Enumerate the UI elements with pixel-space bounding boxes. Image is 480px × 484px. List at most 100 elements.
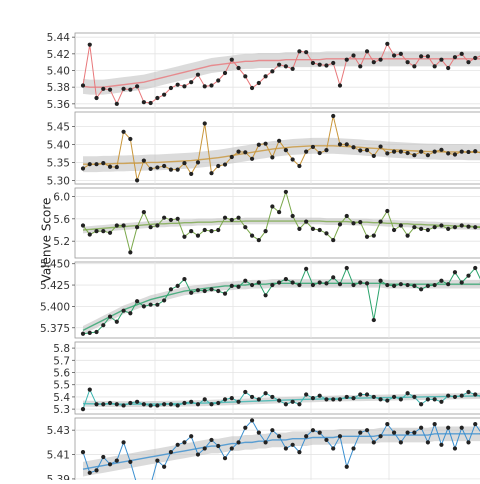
- data-point: [331, 275, 335, 279]
- data-point: [115, 402, 119, 406]
- data-point: [223, 456, 227, 460]
- data-point: [94, 330, 98, 334]
- data-point: [270, 204, 274, 208]
- data-point: [399, 223, 403, 227]
- data-point: [94, 468, 98, 472]
- data-point: [250, 395, 254, 399]
- data-point: [324, 438, 328, 442]
- data-point: [399, 397, 403, 401]
- data-point: [460, 280, 464, 284]
- data-point: [142, 100, 146, 104]
- data-point: [203, 446, 207, 450]
- data-point: [216, 164, 220, 168]
- data-point: [277, 210, 281, 214]
- data-point: [128, 311, 132, 315]
- data-point: [257, 431, 261, 435]
- data-point: [345, 214, 349, 218]
- panel-2: 5.305.355.405.45: [47, 112, 480, 187]
- data-point: [81, 407, 85, 411]
- data-point: [94, 96, 98, 100]
- data-point: [257, 238, 261, 242]
- data-point: [243, 279, 247, 283]
- data-point: [446, 426, 450, 430]
- data-point: [378, 279, 382, 283]
- y-tick-label: 5.6: [53, 214, 70, 226]
- data-point: [176, 83, 180, 87]
- data-point: [250, 157, 254, 161]
- data-point: [291, 214, 295, 218]
- data-point: [318, 280, 322, 284]
- data-point: [230, 396, 234, 400]
- data-point: [277, 398, 281, 402]
- data-point: [189, 80, 193, 84]
- data-point: [223, 71, 227, 75]
- data-point: [115, 102, 119, 106]
- data-point: [345, 58, 349, 62]
- data-point: [385, 398, 389, 402]
- data-point: [81, 166, 85, 170]
- data-point: [324, 148, 328, 152]
- data-point: [304, 434, 308, 438]
- data-point: [433, 397, 437, 401]
- data-point: [318, 63, 322, 67]
- data-point: [372, 234, 376, 238]
- data-point: [345, 395, 349, 399]
- data-point: [331, 61, 335, 65]
- data-point: [473, 149, 477, 153]
- data-point: [176, 168, 180, 172]
- data-point: [257, 280, 261, 284]
- data-point: [81, 332, 85, 336]
- data-point: [277, 434, 281, 438]
- y-tick-label: 5.43: [47, 425, 70, 437]
- data-point: [473, 266, 477, 270]
- data-point: [236, 440, 240, 444]
- data-point: [230, 446, 234, 450]
- data-point: [446, 282, 450, 286]
- y-tick-label: 5.8: [53, 343, 70, 355]
- data-point: [223, 291, 227, 295]
- data-point: [406, 60, 410, 64]
- data-point: [121, 309, 125, 313]
- data-point: [243, 225, 247, 229]
- data-point: [108, 462, 112, 466]
- data-point: [149, 303, 153, 307]
- data-point: [176, 443, 180, 447]
- data-point: [460, 150, 464, 154]
- data-point: [460, 52, 464, 56]
- data-point: [94, 162, 98, 166]
- data-point: [453, 270, 457, 274]
- data-point: [189, 400, 193, 404]
- data-point: [412, 431, 416, 435]
- y-tick-label: 5.38: [47, 82, 70, 94]
- data-point: [385, 151, 389, 155]
- data-point: [196, 402, 200, 406]
- data-point: [385, 42, 389, 46]
- data-point: [318, 431, 322, 435]
- data-point: [324, 63, 328, 67]
- data-point: [378, 397, 382, 401]
- y-tick-label: 5.44: [47, 32, 71, 44]
- data-point: [189, 172, 193, 176]
- data-point: [162, 465, 166, 469]
- data-point: [304, 267, 308, 271]
- data-point: [230, 218, 234, 222]
- data-point: [169, 287, 173, 291]
- data-point: [426, 54, 430, 58]
- data-point: [155, 403, 159, 407]
- data-point: [446, 66, 450, 70]
- data-point: [243, 150, 247, 154]
- data-point: [101, 402, 105, 406]
- data-point: [169, 402, 173, 406]
- data-point: [473, 392, 477, 396]
- data-point: [230, 284, 234, 288]
- data-point: [257, 143, 261, 147]
- data-point: [433, 283, 437, 287]
- data-point: [162, 402, 166, 406]
- data-point: [101, 87, 105, 91]
- data-point: [453, 446, 457, 450]
- data-point: [128, 401, 132, 405]
- y-tick-label: 5.39: [47, 474, 70, 480]
- data-point: [338, 83, 342, 87]
- data-point: [446, 151, 450, 155]
